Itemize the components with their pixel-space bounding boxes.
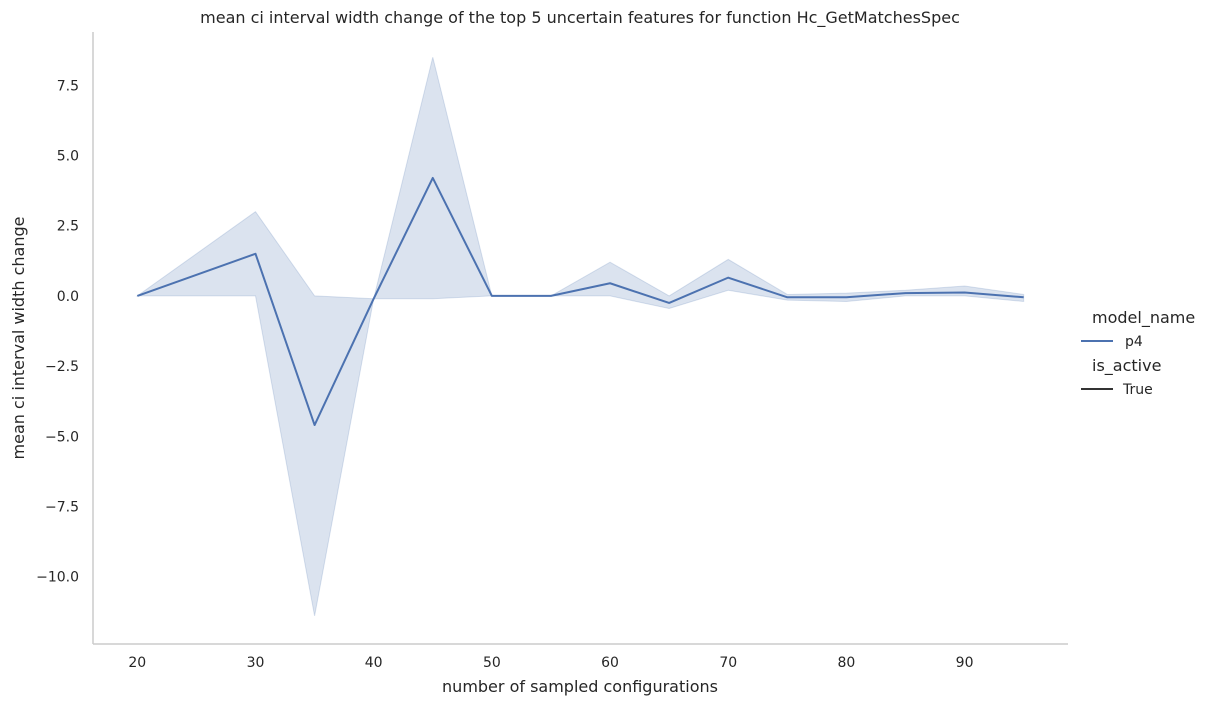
legend-title-is-active: is_active (1092, 356, 1161, 376)
y-tick-label-2: −5.0 (45, 429, 79, 445)
y-tick-label-5: 2.5 (57, 219, 79, 235)
y-tick-label-1: −7.5 (45, 499, 79, 515)
x-tick-label-80: 80 (837, 655, 855, 671)
x-tick-label-20: 20 (128, 655, 146, 671)
legend-label-true: True (1122, 382, 1153, 398)
y-tick-label-7: 7.5 (57, 78, 79, 94)
series-line-p4 (136, 176, 1024, 427)
legend-title-model-name: model_name (1092, 308, 1195, 328)
x-axis-label: number of sampled configurations (442, 677, 718, 696)
legend: model_name p4 is_active True (1081, 308, 1195, 398)
x-tick-label-90: 90 (956, 655, 974, 671)
x-tick-label-60: 60 (601, 655, 619, 671)
x-tick-label-40: 40 (365, 655, 383, 671)
x-ticks: 20 30 40 50 60 70 80 90 (128, 655, 973, 671)
y-tick-label-4: 0.0 (57, 289, 79, 305)
confidence-band (135, 57, 1025, 617)
plot-area (135, 57, 1025, 617)
y-tick-label-6: 5.0 (57, 149, 79, 165)
x-tick-label-30: 30 (247, 655, 265, 671)
x-tick-label-70: 70 (719, 655, 737, 671)
chart-title: mean ci interval width change of the top… (200, 8, 960, 28)
x-tick-label-50: 50 (483, 655, 501, 671)
y-axis-label: mean ci interval width change (9, 217, 28, 460)
y-ticks: −10.0 −7.5 −5.0 −2.5 0.0 2.5 5.0 7.5 (36, 78, 79, 585)
y-tick-label-3: −2.5 (45, 359, 79, 375)
legend-label-p4: p4 (1125, 334, 1143, 350)
y-tick-label-0: −10.0 (36, 570, 79, 586)
